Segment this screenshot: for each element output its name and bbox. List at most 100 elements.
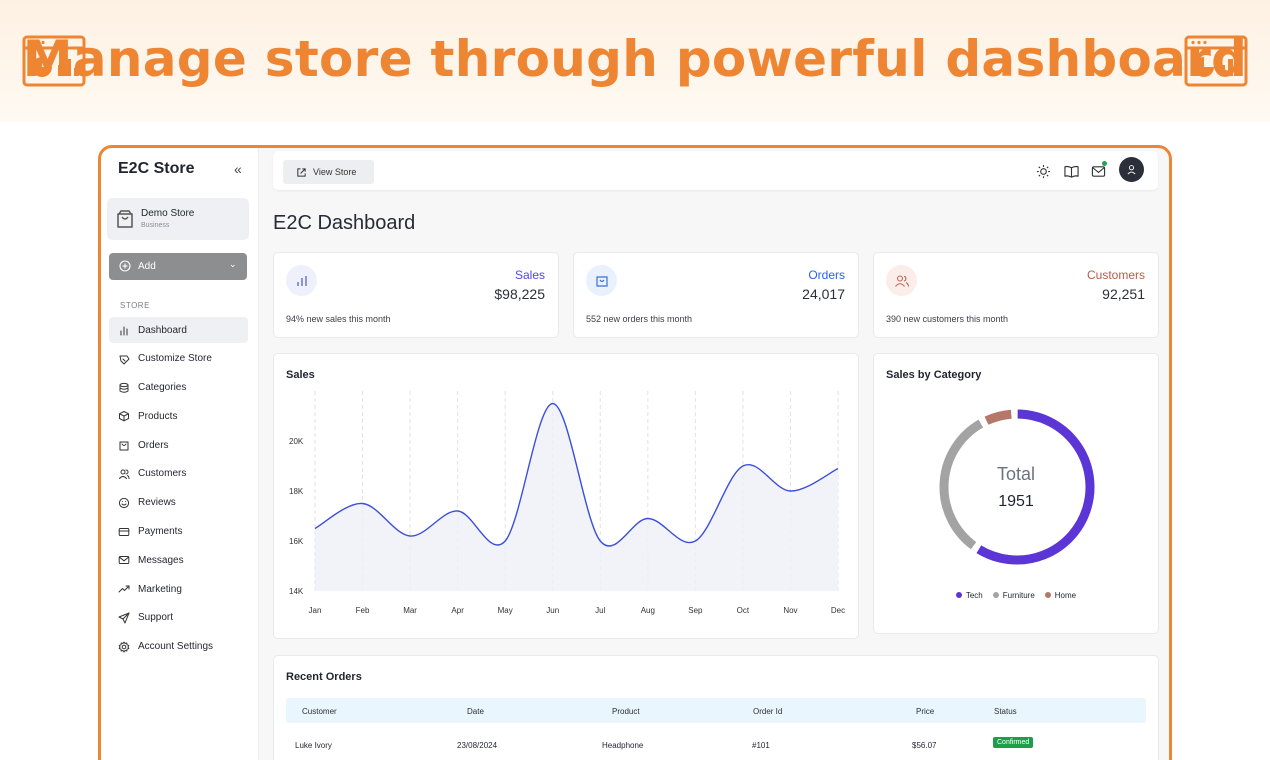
external-link-icon: [297, 167, 306, 177]
sidebar-item-label: Reviews: [138, 497, 176, 509]
recent-orders-card: Recent Orders Customer Date Product Orde…: [273, 655, 1159, 760]
users-icon: [119, 469, 130, 479]
x-tick-label: Apr: [451, 606, 464, 615]
donut-slice-furniture[interactable]: [939, 419, 984, 550]
donut-slice-home[interactable]: [984, 409, 1012, 425]
sidebar-item-messages[interactable]: Messages: [109, 547, 248, 573]
sidebar-item-account-settings[interactable]: Account Settings: [109, 634, 248, 660]
legend-label: Furniture: [1002, 591, 1035, 600]
add-button[interactable]: Add ⌄: [109, 253, 247, 280]
column-header[interactable]: Date: [467, 707, 484, 716]
send-icon: [118, 612, 130, 624]
sidebar-item-orders[interactable]: Orders: [109, 432, 248, 458]
donut-total-value: 1951: [998, 493, 1034, 510]
package-icon: [119, 411, 129, 422]
stat-note: 390 new customers this month: [886, 314, 1009, 324]
sidebar-item-customers[interactable]: Customers: [109, 461, 248, 487]
page-title: E2C Dashboard: [273, 212, 416, 234]
sidebar-item-marketing[interactable]: Marketing: [109, 576, 248, 602]
trending-up-icon: [118, 585, 130, 593]
x-tick-label: Dec: [831, 606, 845, 615]
collapse-sidebar-icon[interactable]: «: [234, 161, 242, 177]
chart-title: Sales: [286, 369, 315, 381]
stat-card-customers: Customers 92,251 390 new customers this …: [873, 252, 1159, 338]
view-store-button[interactable]: View Store: [283, 160, 374, 184]
sidebar-item-categories[interactable]: Categories: [109, 375, 248, 401]
book-open-icon[interactable]: [1064, 164, 1079, 179]
legend-item-tech[interactable]: Tech: [955, 591, 983, 600]
sidebar-nav: Dashboard Customize Store Categories Produc…: [109, 317, 248, 663]
dashboard-window-icon: [22, 35, 86, 87]
legend-swatch: [992, 591, 999, 598]
cell-product: Headphone: [602, 741, 644, 750]
sales-line-chart: Jan Feb Mar Apr May Jun Jul Aug Sep Oct Nov Dec 14K 1…: [289, 391, 845, 615]
column-header[interactable]: Price: [916, 707, 935, 716]
smile-icon: [118, 497, 130, 508]
x-tick-label: Mar: [403, 606, 417, 615]
table-row[interactable]: Luke Ivory 23/08/2024 Headphone #101 $56…: [286, 732, 1146, 756]
sidebar-item-label: Payments: [138, 526, 183, 538]
sidebar-item-support[interactable]: Support: [109, 605, 248, 631]
store-type: Business: [141, 222, 170, 229]
promo-banner: Manage store through powerful dashboard: [0, 0, 1270, 122]
shopping-bag-icon: [119, 441, 129, 451]
column-header[interactable]: Order Id: [753, 707, 783, 716]
stat-value: $98,225: [494, 286, 545, 302]
x-tick-label: May: [498, 606, 513, 615]
sidebar-item-label: Customize Store: [138, 353, 212, 365]
plus-circle-icon: [119, 260, 131, 272]
topbar: View Store: [273, 151, 1158, 190]
bar-chart-icon: [120, 326, 128, 336]
stat-label: Sales: [514, 268, 545, 282]
x-tick-label: Oct: [737, 606, 750, 615]
stat-card-orders: Orders 24,017 552 new orders this month: [573, 252, 859, 338]
credit-card-icon: [118, 527, 130, 536]
chart-title: Sales by Category: [886, 369, 982, 381]
sales-chart-card: Sales Jan Feb Mar Apr May Jun Jul Aug Sep Oct Nov D…: [273, 353, 859, 639]
sidebar-item-label: Dashboard: [138, 324, 187, 336]
y-tick-label: 16K: [289, 537, 304, 546]
column-header[interactable]: Customer: [302, 707, 337, 716]
sales-area: [315, 403, 838, 591]
donut-total-label: Total: [996, 464, 1036, 484]
sidebar: E2C Store « Demo Store Business Add ⌄ ST…: [101, 148, 259, 760]
stat-value: 24,017: [802, 286, 845, 302]
users-icon: [886, 265, 917, 296]
column-header[interactable]: Status: [994, 707, 1017, 716]
donut-slice-tech[interactable]: [976, 409, 1095, 565]
x-tick-label: Aug: [641, 606, 655, 615]
x-tick-label: Sep: [688, 606, 703, 615]
legend-item-home[interactable]: Home: [1044, 591, 1076, 600]
stat-card-sales: Sales $98,225 94% new sales this month: [273, 252, 559, 338]
sidebar-item-dashboard[interactable]: Dashboard: [109, 317, 248, 343]
sidebar-item-products[interactable]: Products: [109, 403, 248, 429]
cell-order-id: #101: [752, 741, 770, 750]
notification-dot: [1102, 161, 1107, 166]
stat-note: 94% new sales this month: [286, 314, 391, 324]
sidebar-item-label: Account Settings: [138, 641, 214, 653]
mail-icon[interactable]: [1091, 164, 1106, 179]
column-header[interactable]: Product: [612, 707, 640, 716]
legend-swatch: [1044, 591, 1051, 598]
sidebar-item-reviews[interactable]: Reviews: [109, 490, 248, 516]
legend-item-furniture[interactable]: Furniture: [992, 591, 1035, 600]
banner-title: Manage store through powerful dashboard: [22, 30, 1248, 88]
add-label: Add: [138, 261, 156, 272]
category-donut-chart: [939, 409, 1095, 565]
x-tick-label: Jul: [595, 606, 605, 615]
store-switcher[interactable]: Demo Store Business: [107, 198, 249, 240]
store-name: Demo Store: [141, 208, 195, 219]
sidebar-item-payments[interactable]: Payments: [109, 519, 248, 545]
x-tick-label: Nov: [783, 606, 797, 615]
sidebar-item-customize-store[interactable]: Customize Store: [109, 346, 248, 372]
chart-legend: Tech Furniture Home: [874, 591, 1158, 600]
y-tick-label: 14K: [289, 587, 304, 596]
shopping-bag-icon: [117, 210, 133, 228]
stat-label: Orders: [808, 268, 845, 282]
shopping-bag-icon: [586, 265, 617, 296]
stat-value: 92,251: [1102, 286, 1145, 302]
avatar[interactable]: [1119, 157, 1144, 182]
x-tick-label: Jun: [546, 606, 559, 615]
sun-icon[interactable]: [1036, 164, 1051, 179]
y-tick-label: 18K: [289, 487, 304, 496]
